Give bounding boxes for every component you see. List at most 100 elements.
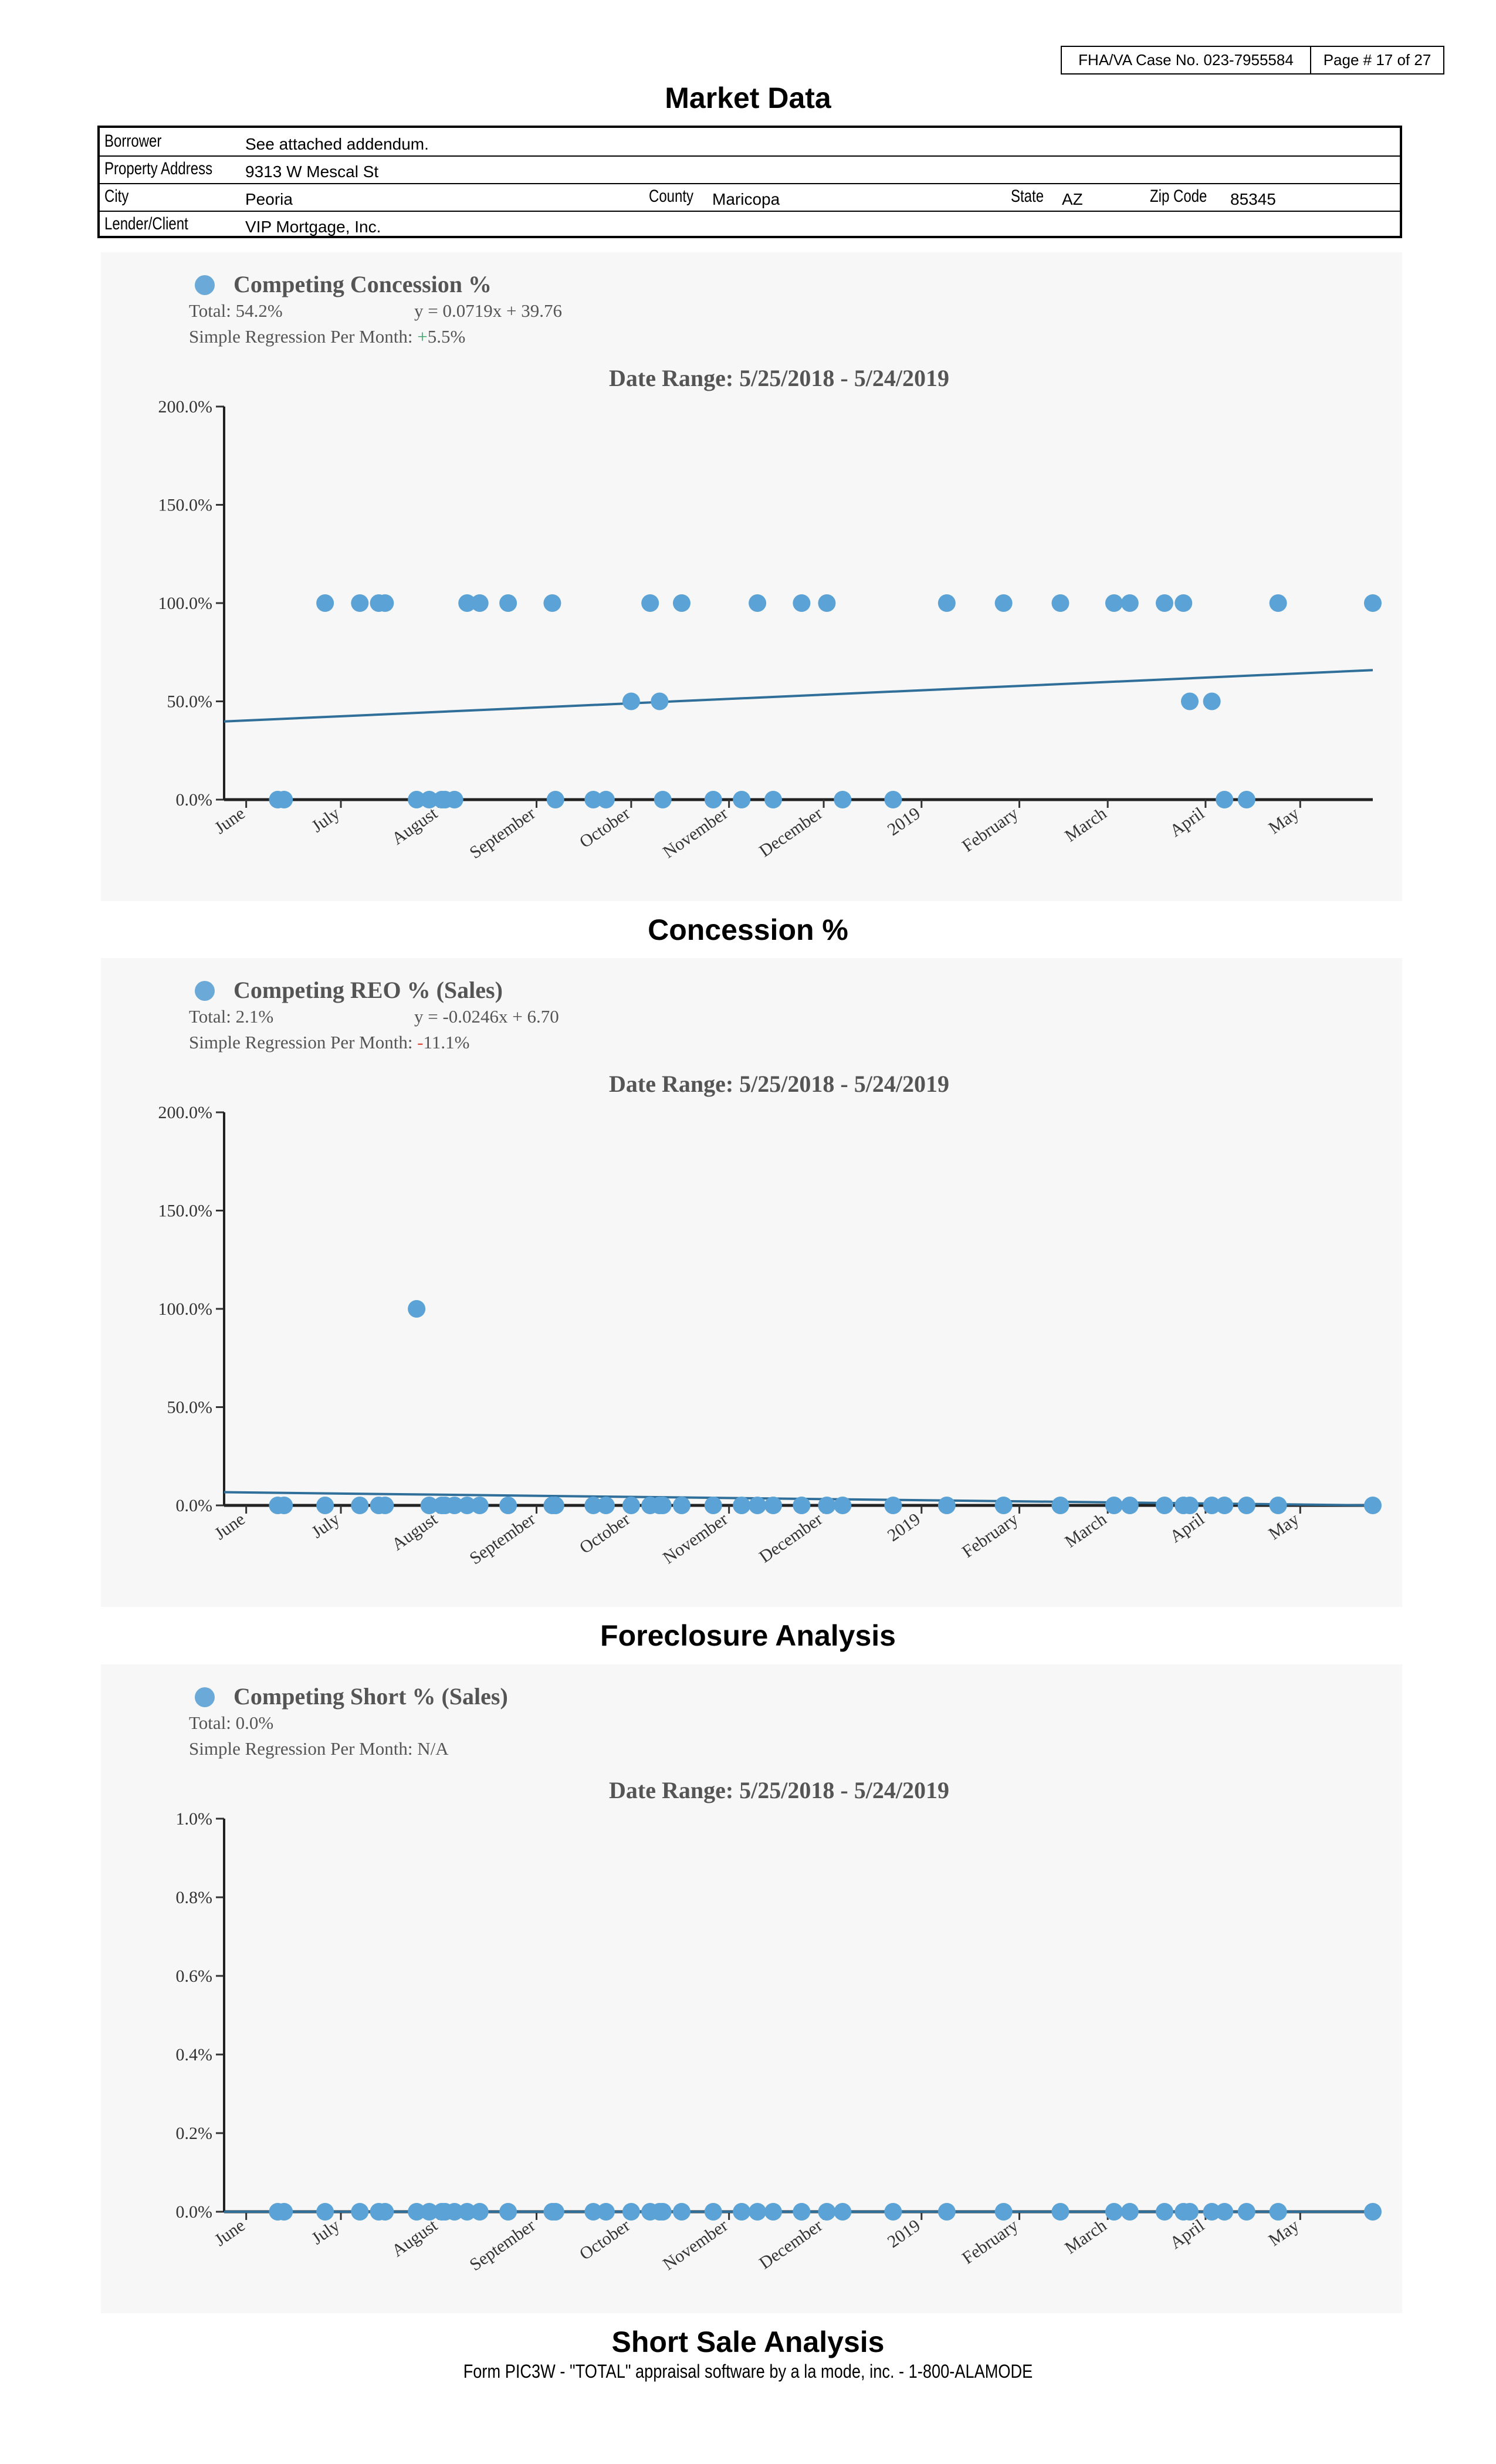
concession-data-point: [1175, 594, 1193, 612]
reo-equation: y = -0.0246x + 6.70: [414, 1006, 559, 1027]
reo-data-point: [275, 1497, 293, 1514]
short-sale-legend-label: Competing Short % (Sales): [233, 1683, 508, 1710]
short-sale-data-point: [1364, 2203, 1382, 2221]
short-sale-data-point: [1155, 2203, 1173, 2221]
concession-data-point: [733, 791, 751, 808]
concession-x-tick-label: July: [308, 804, 343, 837]
reo-x-tick-label: August: [388, 1509, 441, 1554]
concession-data-point: [499, 594, 517, 612]
concession-x-tick-label: 2019: [884, 804, 924, 840]
concession-x-tick-label: December: [756, 804, 826, 861]
reo-data-point: [420, 1497, 438, 1514]
subject-info-table: Borrower See attached addendum. Property…: [97, 126, 1402, 238]
short-sale-x-tick-label: March: [1061, 2216, 1110, 2258]
short-sale-data-point: [937, 2203, 956, 2221]
short-sale-data-point: [420, 2203, 438, 2221]
short-sale-y-tick-label: 0.8%: [176, 1888, 213, 1907]
concession-data-point: [584, 791, 603, 808]
short-sale-data-point: [275, 2203, 293, 2221]
reo-data-point: [1051, 1497, 1069, 1514]
concession-data-point: [471, 594, 489, 612]
zip-code-value: 85345: [1230, 190, 1276, 208]
reo-x-tick-label: November: [659, 1509, 732, 1568]
reo-data-point: [376, 1497, 394, 1514]
concession-data-point: [1051, 594, 1069, 612]
reo-data-point: [818, 1497, 836, 1514]
concession-data-point: [641, 594, 659, 612]
short-sale-data-point: [834, 2203, 852, 2221]
concession-data-point: [376, 594, 394, 612]
short-sale-regression-label: Simple Regression Per Month: N/A: [189, 1738, 449, 1759]
reo-data-point: [1181, 1497, 1199, 1514]
reo-data-point: [1121, 1497, 1139, 1514]
property-address-value: 9313 W Mescal St: [245, 163, 379, 181]
reo-legend-label: Competing REO % (Sales): [233, 977, 503, 1003]
short-sale-data-point: [376, 2203, 394, 2221]
lender-client-value: VIP Mortgage, Inc.: [245, 218, 381, 236]
concession-data-point: [1203, 692, 1221, 710]
concession-data-point: [546, 791, 564, 808]
short-sale-total: Total: 0.0%: [189, 1712, 273, 1733]
reo-data-point: [994, 1497, 1013, 1514]
short-sale-data-point: [499, 2203, 517, 2221]
short-sale-x-tick-label: 2019: [884, 2216, 924, 2252]
borrower-row: Borrower See attached addendum.: [100, 128, 1400, 157]
reo-x-tick-label: September: [466, 1509, 539, 1569]
reo-x-tick-label: April: [1166, 1509, 1208, 1546]
reo-data-point: [584, 1497, 603, 1514]
concession-y-tick-label: 150.0%: [158, 496, 213, 515]
reo-data-point: [597, 1497, 615, 1514]
case-number-box: FHA/VA Case No. 023-7955584 Page # 17 of…: [1061, 46, 1444, 75]
concession-legend-marker: [195, 275, 215, 295]
reo-total: Total: 2.1%: [189, 1006, 273, 1027]
short-sale-x-tick-label: May: [1265, 2216, 1302, 2250]
short-sale-x-tick-label: June: [211, 2216, 249, 2250]
reo-y-tick-label: 50.0%: [167, 1398, 213, 1417]
concession-data-point: [764, 791, 782, 808]
concession-x-tick-label: June: [211, 804, 249, 838]
short-sale-x-tick-label: February: [959, 2216, 1022, 2268]
concession-data-point: [316, 594, 334, 612]
short-sale-regression-value: N/A: [417, 1738, 449, 1759]
short-sale-data-point: [1121, 2203, 1139, 2221]
reo-data-point: [937, 1497, 956, 1514]
reo-data-point: [654, 1497, 672, 1514]
reo-x-tick-label: May: [1265, 1509, 1302, 1544]
short-sale-data-point: [316, 2203, 334, 2221]
short-sale-data-point: [818, 2203, 836, 2221]
property-address-label: Property Address: [104, 159, 213, 178]
concession-data-point: [622, 692, 640, 710]
concession-x-tick-label: May: [1265, 804, 1302, 838]
concession-regression-sign: +: [417, 326, 427, 347]
foreclosure-chart-svg: Competing REO % (Sales) Total: 2.1% y = -0…: [158, 977, 1382, 1569]
reo-data-point: [704, 1497, 722, 1514]
short-sale-chart-caption: Short Sale Analysis: [611, 2326, 885, 2358]
reo-data-point: [471, 1497, 489, 1514]
reo-data-point: [764, 1497, 782, 1514]
concession-data-point: [994, 594, 1013, 612]
short-sale-data-point: [1216, 2203, 1234, 2221]
concession-data-point: [1364, 594, 1382, 612]
short-sale-data-point: [471, 2203, 489, 2221]
reo-data-point: [749, 1497, 767, 1514]
reo-regression-label: Simple Regression Per Month: -11.1%: [189, 1032, 469, 1052]
concession-trend-line: [224, 669, 1373, 723]
reo-data-point: [1364, 1497, 1382, 1514]
short-sale-y-tick-label: 0.2%: [176, 2124, 213, 2143]
concession-data-point: [1216, 791, 1234, 808]
county-label: County: [649, 187, 694, 206]
concession-chart-caption: Concession %: [648, 913, 848, 946]
lender-client-label: Lender/Client: [104, 214, 188, 233]
short-sale-x-tick-label: September: [466, 2216, 539, 2275]
short-sale-data-point: [749, 2203, 767, 2221]
short-sale-y-tick-label: 0.6%: [176, 1967, 213, 1986]
concession-y-tick-label: 0.0%: [176, 790, 213, 810]
county-value: Maricopa: [712, 190, 780, 208]
short-sale-data-point: [884, 2203, 902, 2221]
state-value: AZ: [1062, 190, 1083, 208]
footer-text: Form PIC3W - "TOTAL" appraisal software …: [463, 2361, 1033, 2382]
reo-data-point: [884, 1497, 902, 1514]
short-sale-legend-marker: [195, 1687, 215, 1707]
city-label: City: [104, 187, 129, 206]
concession-data-point: [1181, 692, 1199, 710]
